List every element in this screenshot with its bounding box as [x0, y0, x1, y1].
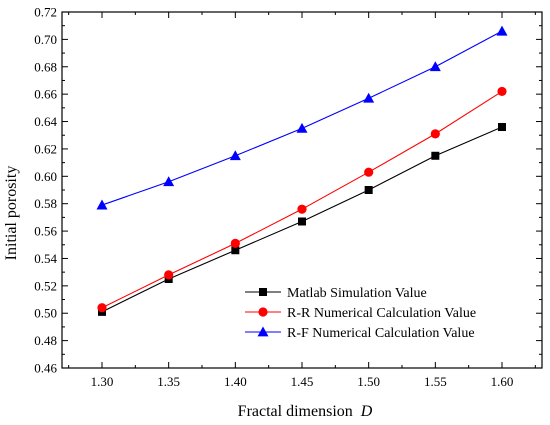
- data-point: [164, 270, 174, 280]
- data-point: [431, 151, 440, 160]
- legend: Matlab Simulation Value R-R Numerical Cal…: [245, 286, 476, 341]
- x-axis-title-symbol: D: [360, 403, 373, 420]
- y-tick-label: 0.64: [34, 114, 57, 129]
- x-axis-title-text: Fractal dimension: [238, 403, 353, 420]
- data-point: [498, 123, 506, 132]
- series-layer: [96, 25, 508, 316]
- data-point: [229, 150, 241, 161]
- data-point: [96, 199, 108, 210]
- x-axis-title: Fractal dimension D: [238, 403, 373, 420]
- x-tick-label: 1.60: [491, 374, 514, 389]
- y-tick-label: 0.72: [34, 5, 57, 20]
- data-point: [496, 25, 508, 36]
- x-tick-label: 1.30: [91, 374, 114, 389]
- y-tick-label: 0.48: [34, 333, 57, 348]
- legend-entry: R-R Numerical Calculation Value: [245, 306, 476, 321]
- x-tick-label: 1.35: [157, 374, 180, 389]
- legend-marker: [258, 307, 268, 317]
- data-point: [298, 217, 306, 226]
- y-tick-label: 0.46: [34, 361, 57, 376]
- axis-ticks: 0.46 0.48 0.50 0.52 0.54 0.56 0.58 0.60 0.62 0.64…: [34, 5, 542, 389]
- legend-entry: Matlab Simulation Value: [245, 286, 427, 301]
- x-tick-label: 1.50: [357, 374, 380, 389]
- y-tick-label: 0.60: [34, 169, 57, 184]
- legend-entry: R-F Numerical Calculation Value: [245, 326, 475, 341]
- data-point: [230, 238, 240, 248]
- legend-label: Matlab Simulation Value: [287, 286, 427, 301]
- data-point: [497, 86, 507, 97]
- data-point: [297, 204, 307, 214]
- data-point: [296, 122, 308, 133]
- y-tick-label: 0.68: [34, 59, 57, 74]
- y-tick-label: 0.66: [34, 87, 57, 102]
- y-tick-label: 0.52: [34, 278, 57, 293]
- x-tick-label: 1.40: [224, 374, 247, 389]
- y-tick-label: 0.56: [34, 224, 57, 239]
- data-point: [97, 303, 107, 313]
- data-point: [364, 186, 373, 194]
- x-tick-label: 1.45: [291, 374, 314, 389]
- data-point: [430, 129, 440, 139]
- series-2: [97, 86, 507, 313]
- y-axis-title: Initial porosity: [3, 166, 20, 261]
- data-point: [163, 176, 175, 187]
- data-point: [364, 167, 374, 177]
- data-point: [231, 246, 240, 255]
- legend-label: R-F Numerical Calculation Value: [287, 326, 475, 341]
- series-3: [96, 25, 508, 210]
- y-tick-label: 0.62: [34, 141, 57, 156]
- series-line: [101, 30, 503, 206]
- y-tick-label: 0.50: [34, 306, 57, 321]
- y-tick-label: 0.58: [34, 196, 57, 211]
- y-tick-label: 0.70: [34, 32, 57, 47]
- y-tick-label: 0.54: [34, 251, 57, 266]
- data-point: [363, 92, 375, 103]
- data-point: [429, 61, 441, 72]
- legend-marker: [257, 326, 269, 337]
- x-tick-label: 1.55: [424, 374, 447, 389]
- legend-label: R-R Numerical Calculation Value: [287, 306, 476, 321]
- legend-marker: [259, 288, 267, 296]
